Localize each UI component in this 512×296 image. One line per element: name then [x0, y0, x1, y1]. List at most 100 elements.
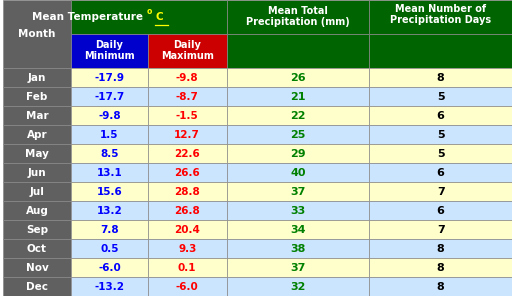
- Text: 37: 37: [290, 186, 306, 197]
- Text: C: C: [155, 12, 163, 22]
- Text: Precipitation Days: Precipitation Days: [390, 15, 491, 25]
- Text: 12.7: 12.7: [174, 130, 200, 139]
- Text: -9.8: -9.8: [176, 73, 199, 83]
- Text: 7: 7: [437, 186, 444, 197]
- Bar: [3, 258, 71, 277]
- Text: 32: 32: [290, 281, 306, 292]
- Text: 28.8: 28.8: [175, 186, 200, 197]
- Bar: [3, 87, 71, 106]
- Bar: [227, 68, 369, 87]
- Text: 26: 26: [290, 73, 306, 83]
- Bar: [71, 239, 148, 258]
- Text: Jul: Jul: [30, 186, 45, 197]
- Bar: [3, 0, 71, 68]
- Bar: [369, 220, 512, 239]
- Bar: [227, 34, 369, 68]
- Text: 26.8: 26.8: [175, 205, 200, 215]
- Bar: [3, 239, 71, 258]
- Bar: [369, 239, 512, 258]
- Text: Minimum: Minimum: [84, 52, 135, 61]
- Text: 0.5: 0.5: [100, 244, 119, 253]
- Bar: [227, 277, 369, 296]
- Bar: [71, 87, 148, 106]
- Text: 9.3: 9.3: [178, 244, 197, 253]
- Text: 1.5: 1.5: [100, 130, 119, 139]
- Text: 7: 7: [437, 225, 444, 234]
- Bar: [71, 106, 148, 125]
- Text: Aug: Aug: [26, 205, 48, 215]
- Bar: [71, 182, 148, 201]
- Bar: [148, 34, 227, 68]
- Bar: [227, 87, 369, 106]
- Bar: [71, 258, 148, 277]
- Bar: [71, 0, 227, 34]
- Bar: [71, 220, 148, 239]
- Bar: [3, 144, 71, 163]
- Bar: [148, 258, 227, 277]
- Text: Mean Total: Mean Total: [268, 6, 328, 15]
- Bar: [369, 163, 512, 182]
- Text: Mean Temperature: Mean Temperature: [32, 12, 146, 22]
- Bar: [369, 182, 512, 201]
- Bar: [71, 163, 148, 182]
- Text: 8: 8: [437, 244, 444, 253]
- Text: 7.8: 7.8: [100, 225, 119, 234]
- Text: Feb: Feb: [26, 91, 48, 102]
- Bar: [3, 201, 71, 220]
- Bar: [227, 258, 369, 277]
- Text: 8: 8: [437, 73, 444, 83]
- Text: 22.6: 22.6: [175, 149, 200, 159]
- Bar: [369, 0, 512, 34]
- Bar: [227, 0, 369, 34]
- Text: Jun: Jun: [28, 168, 46, 178]
- Text: -9.8: -9.8: [98, 111, 121, 120]
- Text: 13.1: 13.1: [97, 168, 122, 178]
- Bar: [227, 220, 369, 239]
- Bar: [3, 277, 71, 296]
- Bar: [148, 125, 227, 144]
- Bar: [369, 277, 512, 296]
- Bar: [148, 201, 227, 220]
- Text: 20.4: 20.4: [174, 225, 200, 234]
- Text: 5: 5: [437, 130, 444, 139]
- Bar: [227, 163, 369, 182]
- Bar: [369, 144, 512, 163]
- Text: 34: 34: [290, 225, 306, 234]
- Text: 25: 25: [290, 130, 306, 139]
- Text: Jan: Jan: [28, 73, 46, 83]
- Bar: [148, 163, 227, 182]
- Text: 8: 8: [437, 281, 444, 292]
- Text: Nov: Nov: [26, 263, 48, 273]
- Bar: [227, 239, 369, 258]
- Text: Sep: Sep: [26, 225, 48, 234]
- Bar: [3, 125, 71, 144]
- Bar: [369, 106, 512, 125]
- Text: 5: 5: [437, 91, 444, 102]
- Bar: [148, 182, 227, 201]
- Text: 8.5: 8.5: [100, 149, 119, 159]
- Text: -8.7: -8.7: [176, 91, 199, 102]
- Bar: [71, 34, 148, 68]
- Text: o: o: [146, 7, 152, 16]
- Bar: [148, 144, 227, 163]
- Text: 37: 37: [290, 263, 306, 273]
- Bar: [71, 68, 148, 87]
- Text: 5: 5: [437, 149, 444, 159]
- Bar: [227, 106, 369, 125]
- Bar: [369, 125, 512, 144]
- Text: 22: 22: [290, 111, 306, 120]
- Bar: [148, 68, 227, 87]
- Text: -6.0: -6.0: [176, 281, 199, 292]
- Text: -17.7: -17.7: [94, 91, 124, 102]
- Bar: [71, 144, 148, 163]
- Text: Oct: Oct: [27, 244, 47, 253]
- Bar: [369, 258, 512, 277]
- Text: -1.5: -1.5: [176, 111, 199, 120]
- Text: 29: 29: [290, 149, 306, 159]
- Text: -17.9: -17.9: [95, 73, 124, 83]
- Bar: [3, 163, 71, 182]
- Text: May: May: [25, 149, 49, 159]
- Bar: [3, 220, 71, 239]
- Bar: [227, 144, 369, 163]
- Bar: [148, 220, 227, 239]
